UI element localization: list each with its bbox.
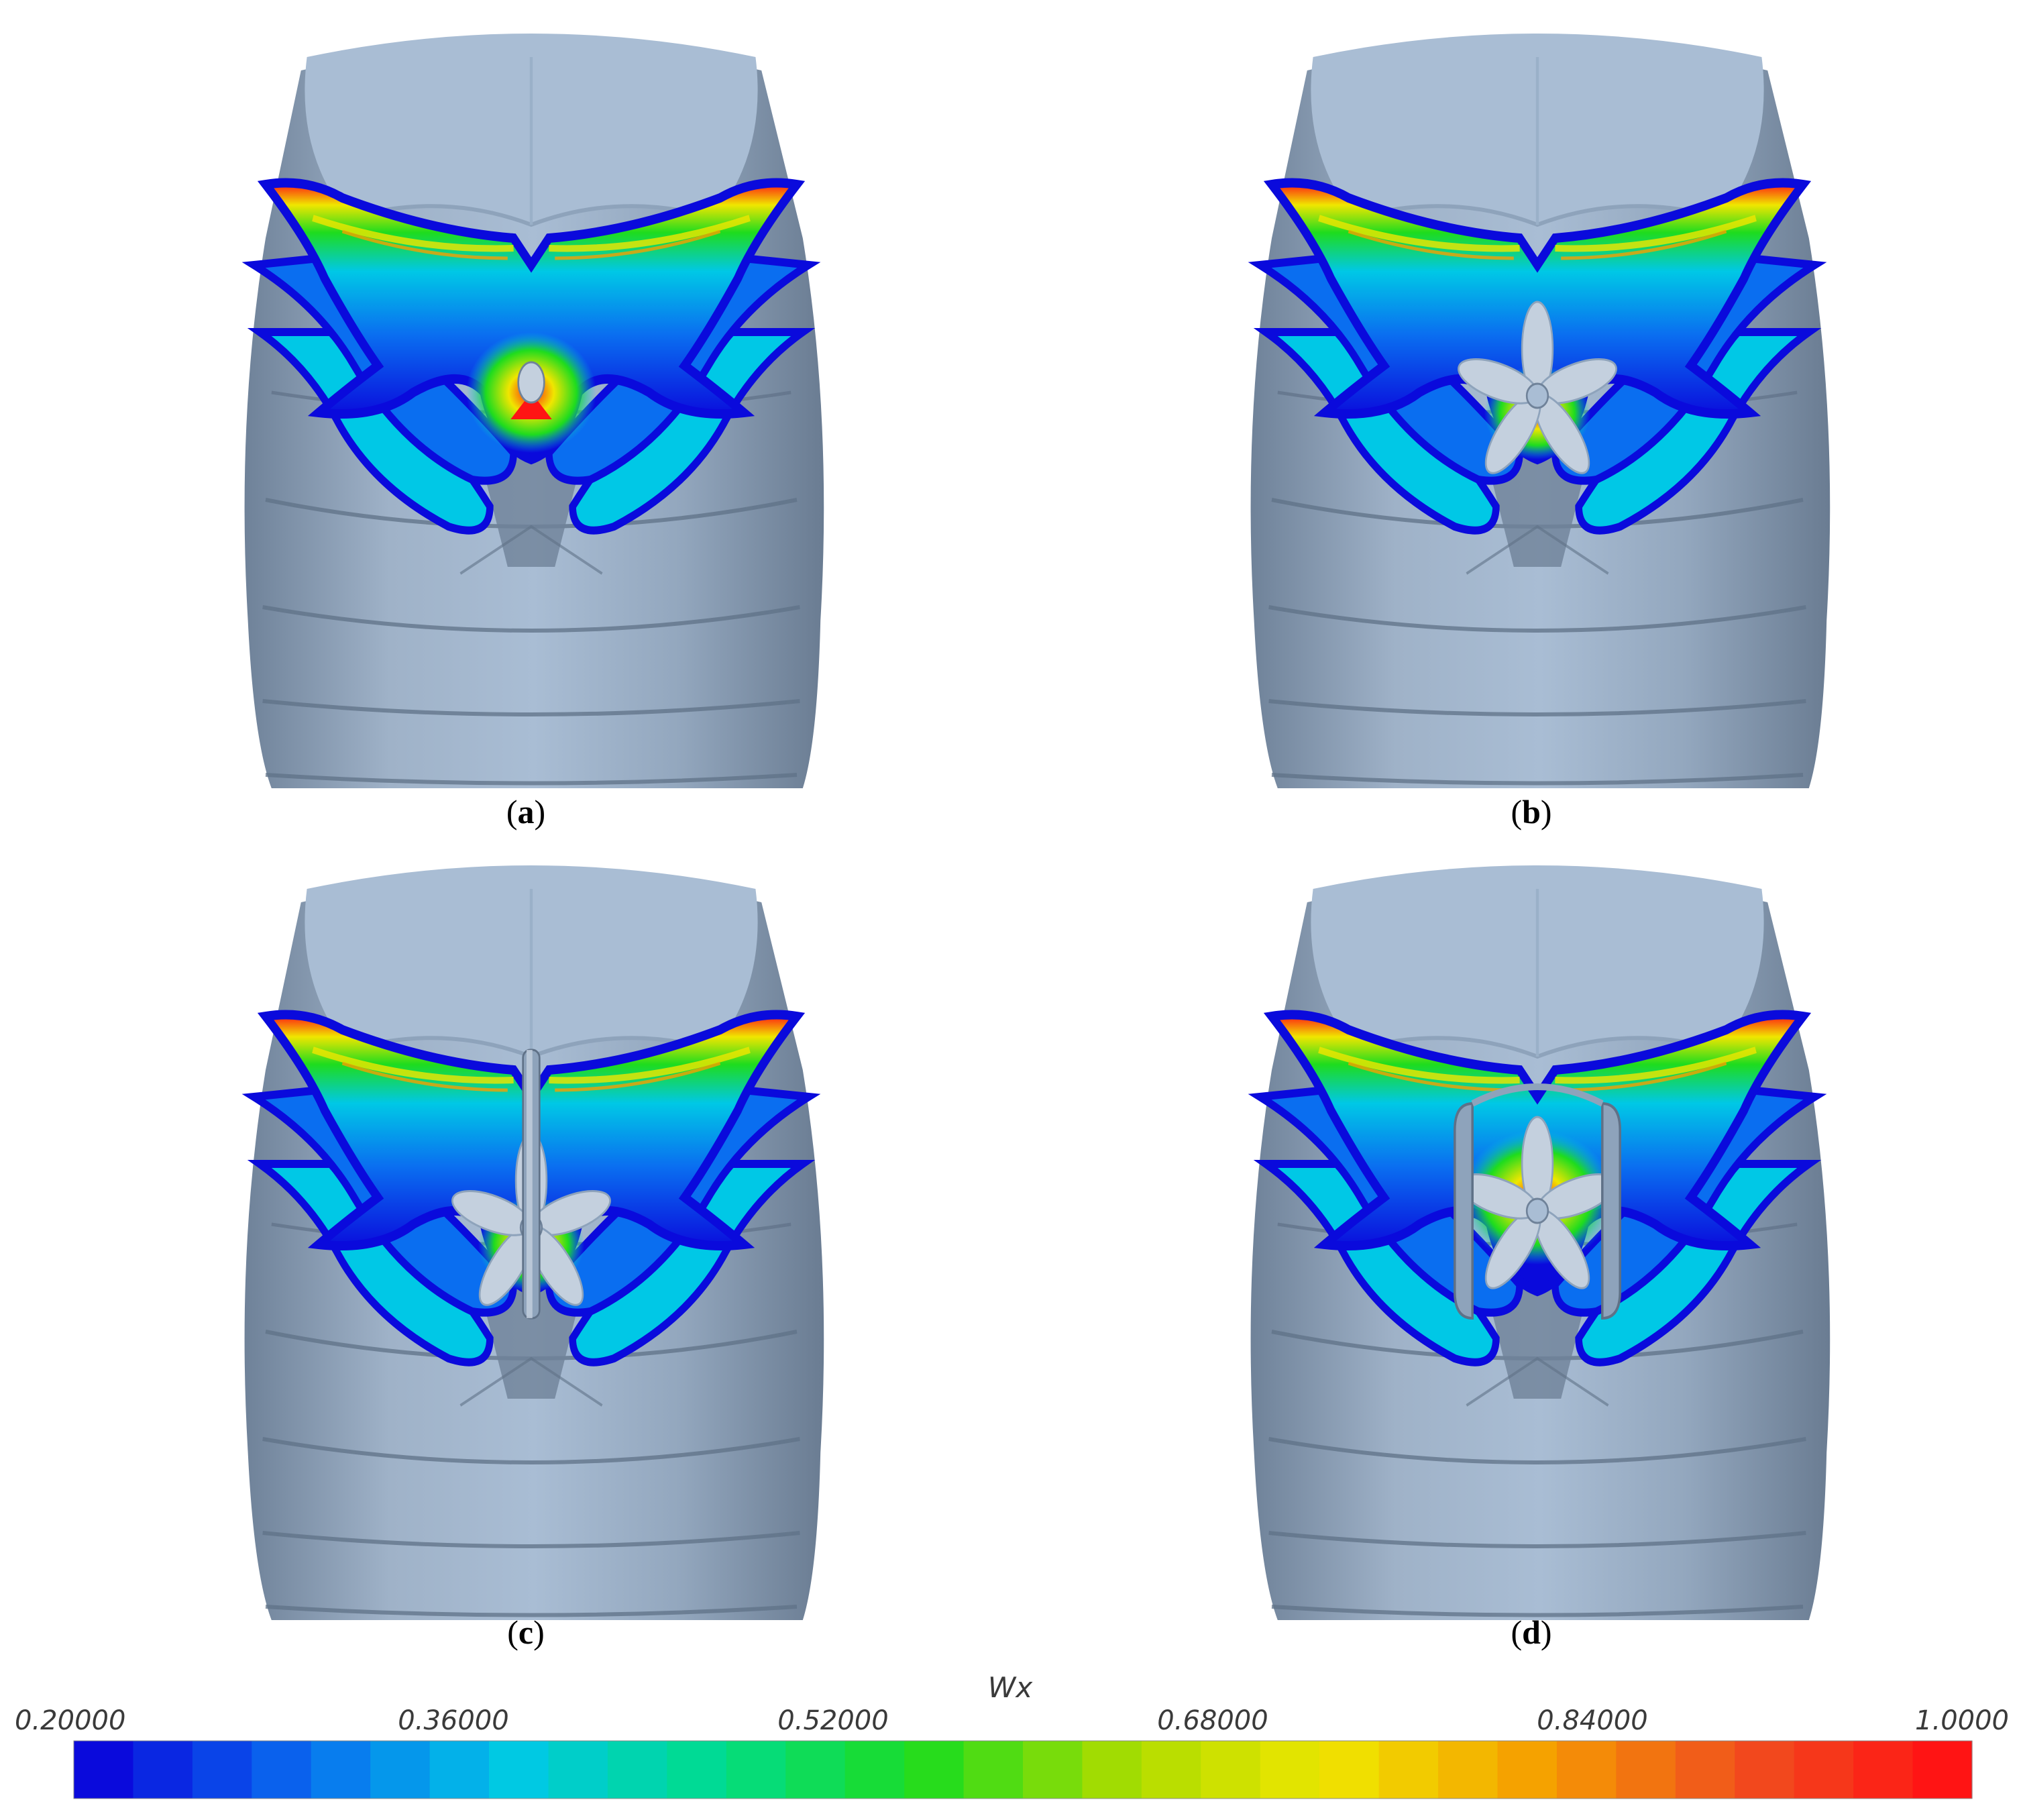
colorbar: Wx 0.20000 0.36000 0.52000 0.68000 0.84000 1.… — [15, 1671, 2009, 1799]
colorbar-tick-label: 0.20000 — [15, 1705, 125, 1736]
colorbar-segment — [1556, 1741, 1617, 1799]
colorbar-segment — [844, 1741, 905, 1799]
colorbar-segment — [1141, 1741, 1201, 1799]
duct-icon — [1454, 1083, 1621, 1320]
colorbar-segment — [1912, 1741, 1973, 1799]
colorbar-segment — [252, 1741, 312, 1799]
colorbar-segment — [429, 1741, 490, 1799]
colorbar-segment — [370, 1741, 431, 1799]
colorbar-segment — [1675, 1741, 1735, 1799]
colorbar-segment — [311, 1741, 371, 1799]
colorbar-segment — [1082, 1741, 1142, 1799]
panel-a — [245, 34, 824, 788]
colorbar-tick-labels: 0.20000 0.36000 0.52000 0.68000 0.84000 1.000… — [15, 1705, 2009, 1736]
colorbar-tick-label: 0.36000 — [398, 1705, 508, 1736]
colorbar-segment — [607, 1741, 667, 1799]
rudder-icon — [522, 1049, 541, 1320]
caption-a: (a) — [506, 793, 545, 831]
colorbar-segment — [904, 1741, 965, 1799]
colorbar-tick-label: 0.84000 — [1537, 1705, 1647, 1736]
caption-b: (b) — [1511, 793, 1551, 831]
panel-b — [1251, 34, 1831, 788]
colorbar-segment — [1260, 1741, 1320, 1799]
colorbar-segment — [74, 1741, 134, 1799]
colorbar-segment — [489, 1741, 549, 1799]
colorbar-segment — [1735, 1741, 1795, 1799]
colorbar-tick-label: 0.68000 — [1157, 1705, 1268, 1736]
colorbar-segment — [1438, 1741, 1498, 1799]
colorbar-segment — [548, 1741, 608, 1799]
colorbar-segment — [1319, 1741, 1380, 1799]
colorbar-title: Wx — [988, 1671, 1034, 1704]
colorbar-segment — [726, 1741, 786, 1799]
colorbar-segment — [1023, 1741, 1083, 1799]
panel-c — [245, 865, 824, 1620]
colorbar-segment — [785, 1741, 846, 1799]
colorbar-tick-label: 1.0000 — [1915, 1705, 2009, 1736]
colorbar-segments — [74, 1741, 1973, 1799]
caption-d: (d) — [1511, 1613, 1551, 1651]
propeller-hub-wake — [466, 332, 596, 453]
caption-c: (c) — [507, 1613, 545, 1651]
colorbar-segment — [667, 1741, 727, 1799]
panel-d — [1251, 865, 1831, 1620]
colorbar-frame — [73, 1740, 1973, 1799]
colorbar-tick-label: 0.52000 — [777, 1705, 888, 1736]
colorbar-segment — [1201, 1741, 1261, 1799]
colorbar-segment — [1853, 1741, 1914, 1799]
colorbar-segment — [1497, 1741, 1558, 1799]
colorbar-segment — [1378, 1741, 1439, 1799]
colorbar-segment — [963, 1741, 1024, 1799]
colorbar-segment — [1794, 1741, 1854, 1799]
colorbar-segment — [192, 1741, 252, 1799]
colorbar-segment — [1616, 1741, 1676, 1799]
colorbar-segment — [133, 1741, 193, 1799]
